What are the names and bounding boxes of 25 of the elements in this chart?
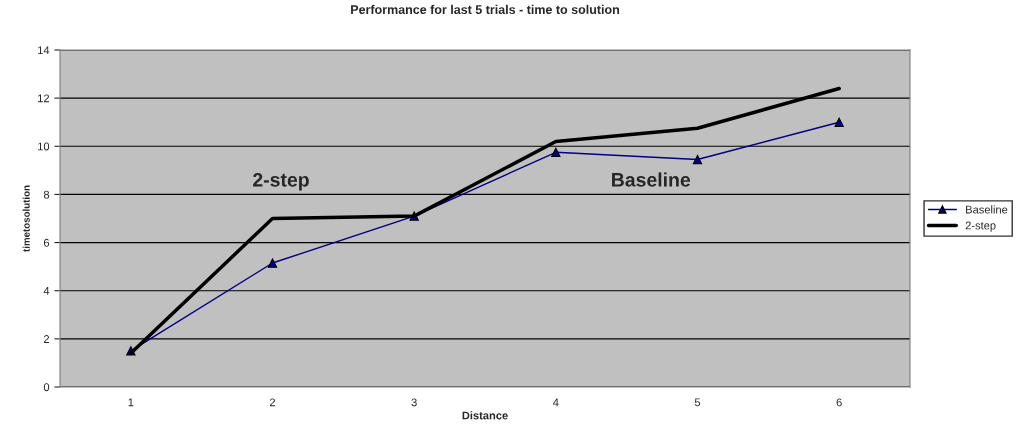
y-tick-label: 0 <box>43 383 50 392</box>
y-tick-label: 4 <box>43 287 50 295</box>
x-tick-label: 5 <box>694 398 701 407</box>
y-tick-label: 10 <box>38 142 50 151</box>
x-tick-label: 4 <box>553 398 559 407</box>
x-tick-label: 2 <box>269 398 276 407</box>
point <box>834 117 844 127</box>
y-tick-label: 12 <box>38 94 50 103</box>
chart-title: Performance for last 5 trials - time to solution <box>351 4 619 15</box>
annotation: 2-step <box>253 172 309 191</box>
y-tick-label: 8 <box>43 190 50 199</box>
y-tick-label: 2 <box>43 335 50 343</box>
y-tick-label: 14 <box>38 46 50 55</box>
x-axis-title: Distance <box>462 411 508 420</box>
legend-label: 2-step <box>965 221 996 232</box>
x-tick-label: 1 <box>128 398 134 407</box>
y-axis-title: timetosolution <box>22 185 30 252</box>
point <box>551 147 561 157</box>
annotation: Baseline <box>612 172 691 187</box>
x-tick-label: 6 <box>836 398 842 407</box>
point <box>692 154 703 165</box>
legend-label: Baseline <box>966 205 1008 214</box>
x-tick-label: 3 <box>411 398 417 407</box>
point <box>267 258 278 268</box>
y-tick-label: 6 <box>43 238 50 247</box>
